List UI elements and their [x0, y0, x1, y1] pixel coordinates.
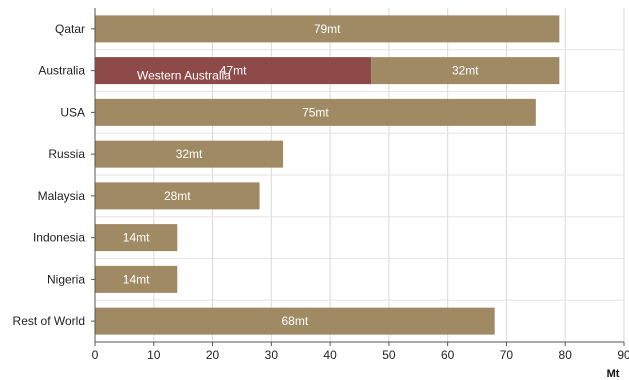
category-labels: Qatar Australia USA Russia Malaysia Indonesia… — [13, 22, 95, 328]
bar-labels: 79mt 47mt 32mt 75mt 32mt 28mt 14mt 14mt 68mt West… — [123, 22, 479, 328]
x-axis-label: Mt — [607, 368, 620, 380]
bar-rest-of-world-s1 — [95, 307, 495, 335]
bar-label-malaysia-s1: 28mt — [164, 189, 191, 203]
x-tick-labels: 0 10 20 30 40 50 60 70 80 90 — [92, 342, 629, 362]
x-tick-label-90: 90 — [617, 348, 629, 362]
category-label-usa: USA — [60, 105, 85, 119]
x-tick-label-0: 0 — [92, 348, 99, 362]
category-label-indonesia: Indonesia — [33, 231, 85, 245]
bars — [95, 15, 560, 335]
x-tick-label-60: 60 — [441, 348, 455, 362]
bar-label-australia-s1: 32mt — [452, 64, 479, 78]
bar-label-rest-of-world-s1: 68mt — [282, 314, 309, 328]
x-tick-label-40: 40 — [323, 348, 337, 362]
bar-label-indonesia-s1: 14mt — [123, 231, 150, 245]
category-label-nigeria: Nigeria — [47, 272, 85, 286]
bar-qatar-s1 — [95, 15, 560, 43]
bar-label-russia-s1: 32mt — [176, 147, 203, 161]
bar-usa-s1 — [95, 98, 536, 126]
category-label-qatar: Qatar — [55, 22, 85, 36]
bar-label-australia-s0: 47mt — [220, 64, 247, 78]
bar-malaysia-s1 — [95, 182, 260, 210]
category-label-malaysia: Malaysia — [38, 189, 86, 203]
bar-label-qatar-s1: 79mt — [314, 22, 341, 36]
x-tick-label-80: 80 — [559, 348, 573, 362]
bar-indonesia-s1 — [95, 224, 178, 252]
annotation-western-australia: Western Australia — [137, 69, 231, 83]
bar-label-usa-s1: 75mt — [302, 105, 329, 119]
x-tick-label-70: 70 — [500, 348, 514, 362]
x-tick-label-10: 10 — [147, 348, 161, 362]
category-label-russia: Russia — [48, 147, 85, 161]
bar-nigeria-s1 — [95, 265, 178, 293]
category-label-rest-of-world: Rest of World — [13, 314, 85, 328]
bar-russia-s1 — [95, 140, 284, 168]
bar-label-nigeria-s1: 14mt — [123, 272, 150, 286]
axes — [94, 8, 624, 343]
x-tick-label-30: 30 — [265, 348, 279, 362]
category-label-australia: Australia — [38, 64, 85, 78]
x-tick-label-50: 50 — [382, 348, 396, 362]
x-tick-label-20: 20 — [206, 348, 220, 362]
row-separators — [95, 49, 624, 301]
bar-australia-s0 — [95, 57, 372, 85]
bar-australia-s1 — [371, 57, 560, 85]
